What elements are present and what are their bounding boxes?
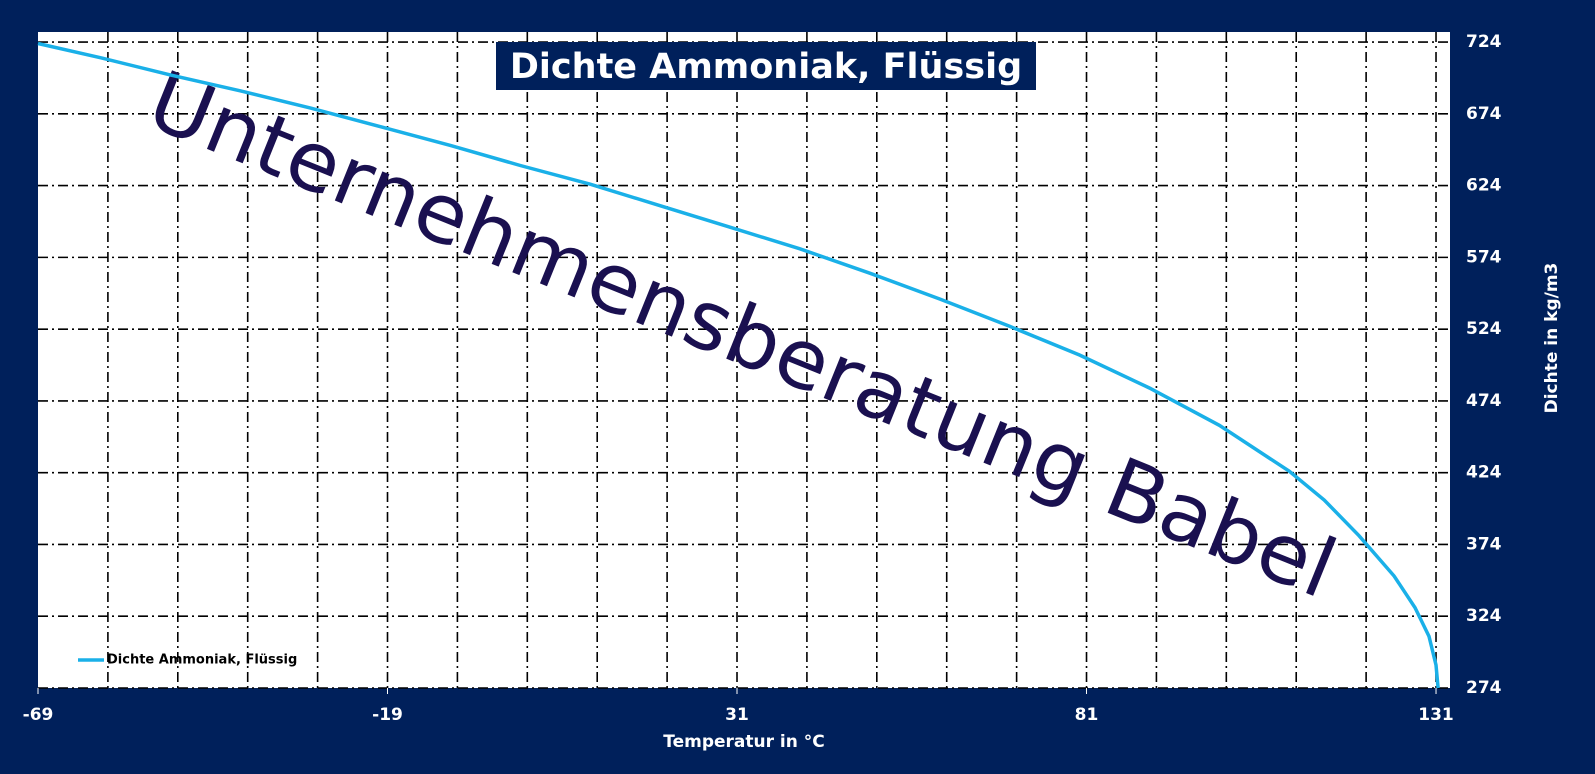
- x-axis-label: Temperatur in °C: [663, 732, 825, 752]
- title-box: [496, 42, 1036, 90]
- x-tick-label: 131: [1418, 705, 1454, 725]
- y-axis-label: Dichte in kg/m3: [1542, 263, 1562, 414]
- y-tick-label: 424: [1466, 463, 1502, 483]
- legend-label: Dichte Ammoniak, Flüssig: [107, 653, 297, 668]
- y-tick-label: 274: [1466, 678, 1502, 698]
- y-tick-label: 524: [1466, 319, 1502, 339]
- chart-title: Dichte Ammoniak, Flüssig: [510, 47, 1022, 87]
- y-tick-label: 374: [1466, 534, 1502, 554]
- y-tick-label: 474: [1466, 391, 1502, 411]
- x-tick-label: 31: [725, 705, 749, 725]
- x-tick-label: -19: [372, 705, 403, 725]
- plot-area: [38, 32, 1450, 688]
- y-tick-label: 674: [1466, 104, 1502, 124]
- data-line: [37, 41, 1440, 689]
- y-tick-label: 574: [1466, 247, 1502, 267]
- x-tick-label: 81: [1075, 705, 1099, 725]
- y-tick-label: 724: [1466, 32, 1502, 52]
- x-tick-label: -69: [23, 705, 54, 725]
- y-tick-label: 324: [1466, 606, 1502, 626]
- y-tick-label: 624: [1466, 176, 1502, 196]
